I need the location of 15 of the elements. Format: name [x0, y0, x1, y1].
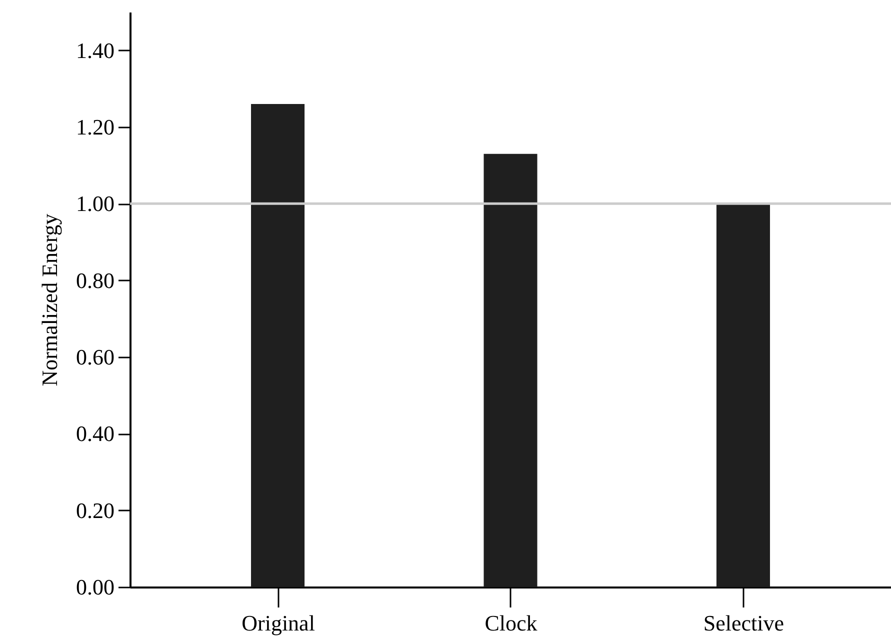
y-tick-label: 1.20 [76, 114, 114, 140]
y-tick-label: 1.40 [76, 38, 114, 63]
bar [716, 204, 770, 587]
y-tick-label: 0.40 [76, 421, 114, 446]
y-tick-label: 0.80 [76, 268, 114, 293]
y-tick-label: 0.60 [76, 344, 114, 370]
y-tick-label: 0.20 [76, 498, 114, 523]
y-tick-label: 1.00 [76, 191, 114, 216]
bar [251, 104, 305, 587]
y-axis-title: Normalized Energy [37, 214, 62, 386]
bar [484, 154, 538, 587]
x-tick-label: Selective [703, 610, 784, 636]
y-tick-label: 0.00 [76, 574, 114, 600]
x-tick-label: Original [242, 610, 315, 636]
x-tick-label: Clock [484, 610, 538, 636]
